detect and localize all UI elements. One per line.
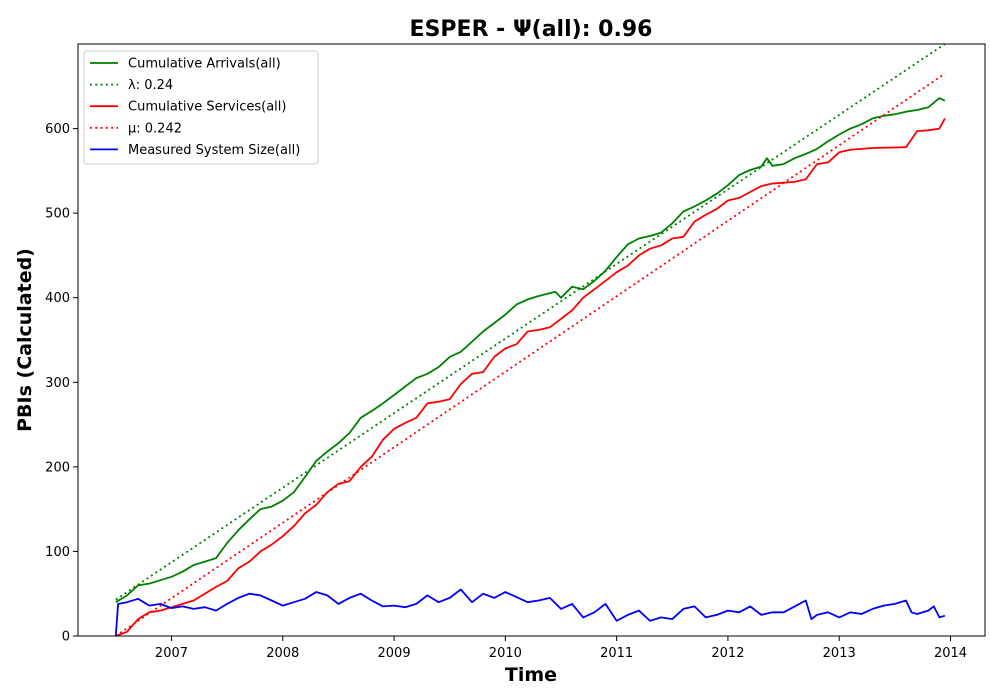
legend: Cumulative Arrivals(all) λ: 0.24 Cumulativ… <box>83 50 319 165</box>
chart-title: ESPER - Ψ(all): 0.96 <box>410 17 653 42</box>
plot-area <box>77 43 986 637</box>
x-axis-label: Time <box>505 664 557 686</box>
y-tick-label: 0 <box>62 630 70 645</box>
y-axis: 0 100 200 300 400 500 600 <box>45 122 78 645</box>
y-axis-label: PBIs (Calculated) <box>14 248 36 432</box>
series-line-2 <box>115 117 946 637</box>
x-tick-label: 2013 <box>823 646 856 661</box>
legend-label: Cumulative Services(all) <box>128 100 286 115</box>
x-tick-label: 2009 <box>378 646 411 661</box>
x-tick-label: 2010 <box>489 646 522 661</box>
x-tick-label: 2012 <box>711 646 744 661</box>
y-tick-label: 200 <box>45 460 70 475</box>
y-tick-label: 600 <box>45 122 70 137</box>
legend-box <box>83 50 319 165</box>
legend-label: Measured System Size(all) <box>128 143 300 158</box>
series-line-0 <box>115 97 946 603</box>
plot-frame <box>77 43 986 637</box>
series-layer <box>114 43 946 637</box>
y-tick-label: 100 <box>45 545 70 560</box>
legend-label: Cumulative Arrivals(all) <box>128 57 281 72</box>
y-tick-label: 300 <box>45 376 70 391</box>
x-tick-label: 2011 <box>600 646 633 661</box>
x-tick-label: 2014 <box>934 646 967 661</box>
legend-label: λ: 0.24 <box>128 78 173 93</box>
legend-label: μ: 0.242 <box>128 121 182 136</box>
x-axis: 2007 2008 2009 2010 2011 2012 2013 2014 <box>155 636 967 661</box>
series-line-4 <box>114 588 946 637</box>
x-tick-label: 2008 <box>266 646 299 661</box>
y-tick-label: 400 <box>45 291 70 306</box>
x-tick-label: 2007 <box>155 646 188 661</box>
series-line-1 <box>115 43 946 601</box>
y-tick-label: 500 <box>45 207 70 222</box>
